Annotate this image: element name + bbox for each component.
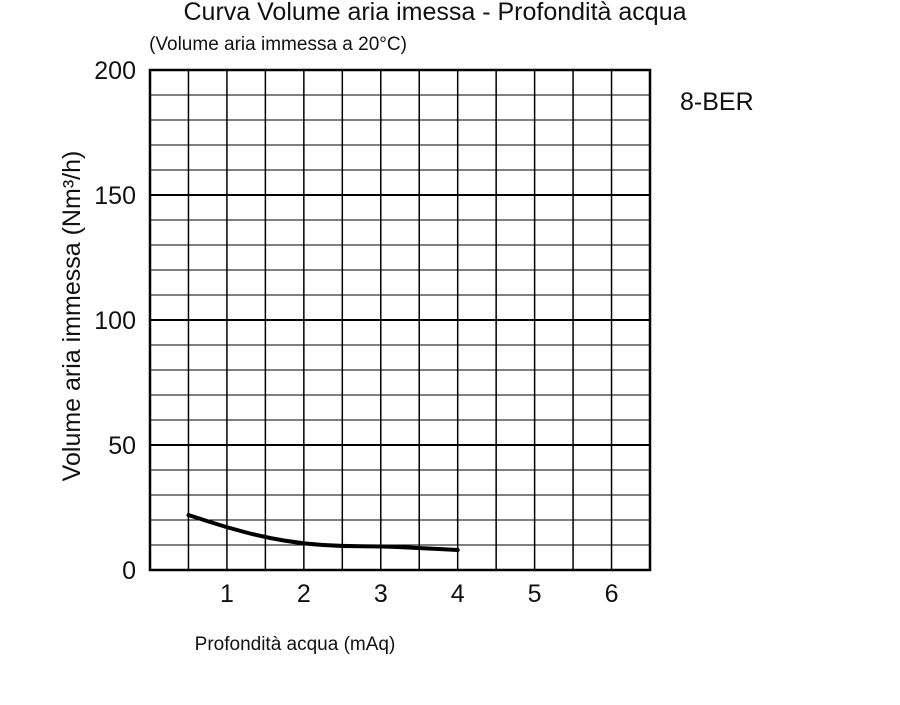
tick-labels: 1 2 3 4 5 6 0 50 100 150 200 <box>94 57 618 608</box>
y-tick-label: 150 <box>94 182 136 210</box>
chart-annotation: 8-BER <box>680 88 754 116</box>
x-tick-label: 4 <box>451 580 465 608</box>
y-tick-label: 200 <box>94 57 136 85</box>
x-axis-label: Profondità acqua (mAq) <box>195 634 396 655</box>
x-tick-label: 6 <box>605 580 619 608</box>
y-tick-label: 0 <box>122 557 136 585</box>
y-tick-label: 50 <box>108 432 136 460</box>
y-axis-label: Volume aria immessa (Nm³/h) <box>58 151 86 482</box>
x-tick-label: 1 <box>220 580 234 608</box>
grid <box>150 70 650 570</box>
x-tick-label: 3 <box>374 580 388 608</box>
x-tick-label: 5 <box>528 580 542 608</box>
chart-subtitle: (Volume aria immessa a 20°C) <box>149 34 407 55</box>
y-tick-label: 100 <box>94 307 136 335</box>
chart-title: Curva Volume aria imessa - Profondità ac… <box>183 0 686 26</box>
x-tick-label: 2 <box>297 580 311 608</box>
